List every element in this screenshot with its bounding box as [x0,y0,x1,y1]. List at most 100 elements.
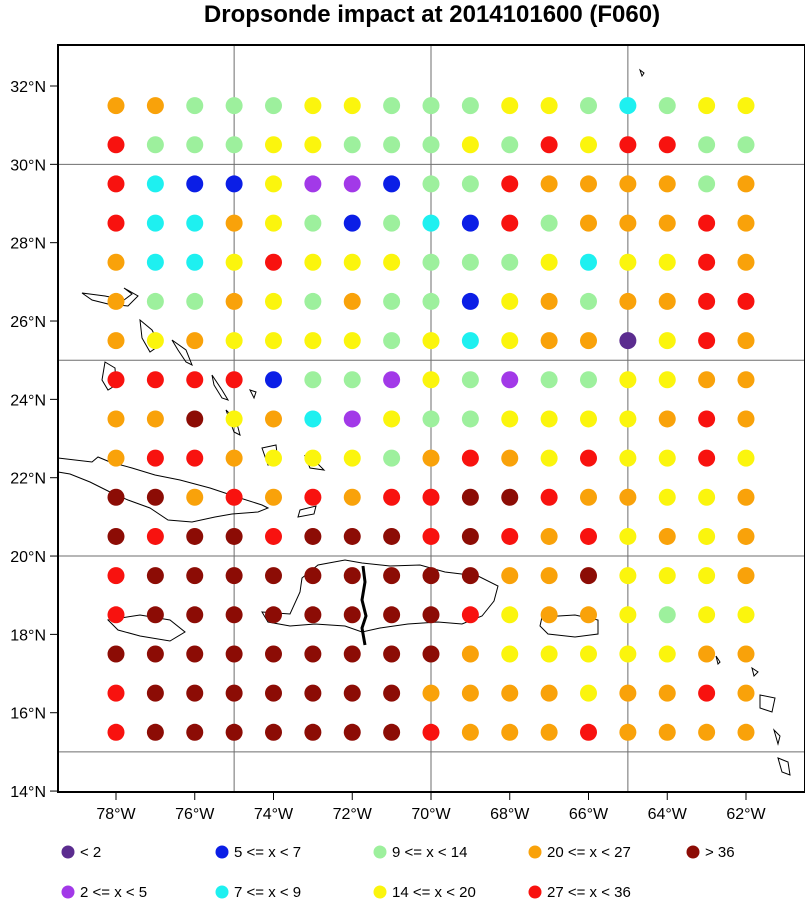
impact-dot [461,332,479,350]
impact-dot [343,723,361,741]
impact-dot [501,723,519,741]
map-title: Dropsonde impact at 2014101600 (F060) [204,1,660,28]
impact-dot [225,488,243,506]
impact-dot [737,371,755,389]
impact-dot [619,175,637,193]
impact-dot [658,175,676,193]
impact-dot [658,449,676,467]
impact-dot [422,449,440,467]
impact-dot [146,214,164,232]
impact-dot [107,527,125,545]
y-tick-label: 32°N [10,79,46,96]
impact-dot [265,97,282,115]
impact-dot [422,606,440,624]
impact-dot [265,253,282,271]
impact-dot [146,606,164,624]
impact-dot [501,449,519,467]
x-tick-label: 76°W [175,806,215,823]
latitude-axis: 32°N 30°N 28°N 26°N 24°N 22°N 20°N 18°N 16°N 14°N [10,79,58,801]
impact-dot [658,723,676,741]
impact-dot [343,253,361,271]
impact-dot [580,645,597,663]
impact-dot [540,97,558,115]
legend-label: 5 <= x < 7 [234,844,301,861]
impact-dot [225,606,243,624]
impact-dot [383,684,401,702]
impact-dot [658,410,676,428]
x-tick-label: 68°W [490,806,530,823]
impact-dot [343,449,361,467]
impact-dot [461,449,479,467]
impact-dot [737,332,755,350]
impact-dot [619,292,637,310]
impact-dot [422,723,440,741]
legend-label: 9 <= x < 14 [392,844,467,861]
impact-dot [343,175,361,193]
y-tick-label: 18°N [10,627,46,644]
impact-dot [619,214,637,232]
impact-dot [698,175,716,193]
impact-dot [146,488,164,506]
impact-dot [658,684,676,702]
legend-swatch [61,845,75,859]
impact-dot [304,136,322,154]
impact-dot [540,527,558,545]
impact-dot [619,449,637,467]
impact-dot [619,488,637,506]
impact-dot [107,488,125,506]
impact-dot [619,253,637,271]
impact-dot [107,410,125,428]
impact-dot [658,136,676,154]
impact-dot [540,488,558,506]
impact-dot [698,606,716,624]
impact-dot [107,645,125,663]
impact-dot [501,567,519,585]
impact-dot [698,371,716,389]
impact-dot [619,136,637,154]
impact-dot [540,292,558,310]
impact-dot [580,371,597,389]
x-tick-label: 64°W [648,806,688,823]
impact-dot [737,292,755,310]
legend-label: 20 <= x < 27 [547,844,631,861]
impact-dot [501,371,519,389]
impact-dot [698,488,716,506]
impact-dot [225,214,243,232]
impact-dot [265,684,282,702]
impact-dot [383,410,401,428]
impact-dot [461,527,479,545]
impact-dot [304,371,322,389]
impact-dot [265,488,282,506]
impact-dot [580,214,597,232]
impact-dot [580,567,597,585]
impact-dot [146,645,164,663]
y-tick-label: 24°N [10,392,46,409]
impact-dot [580,253,597,271]
coastline-jamaica [106,614,186,642]
impact-dot [343,606,361,624]
impact-dot [698,684,716,702]
impact-dot [265,214,282,232]
impact-dot [107,371,125,389]
impact-dot [580,136,597,154]
impact-dot [383,449,401,467]
impact-dot [580,97,597,115]
impact-dot [501,488,519,506]
impact-dot [580,175,597,193]
impact-dot [146,292,164,310]
impact-dot [580,684,597,702]
impact-dot [107,97,125,115]
impact-dot [343,97,361,115]
impact-dot [186,606,204,624]
impact-dot [658,645,676,663]
impact-dot [186,527,204,545]
impact-dot [580,527,597,545]
border-haiti-dr [360,565,368,646]
impact-dot [540,175,558,193]
impact-dot [737,684,755,702]
impact-dot [225,253,243,271]
impact-dot [343,292,361,310]
impact-dot [265,136,282,154]
coastline-hispaniola [261,559,499,633]
impact-dot [383,97,401,115]
